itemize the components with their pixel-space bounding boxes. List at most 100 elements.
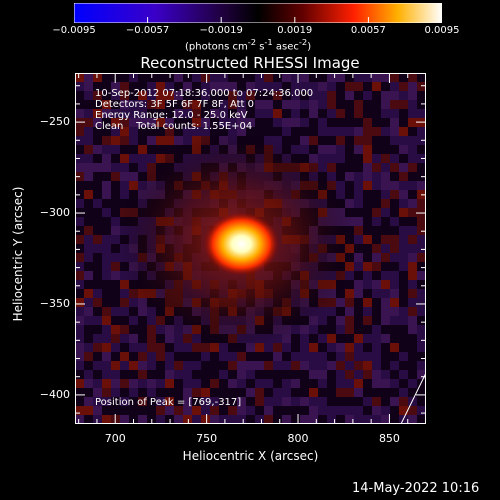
- heatmap-pixel: [381, 127, 390, 136]
- heatmap-pixel: [354, 82, 363, 91]
- heatmap-pixel: [354, 253, 363, 262]
- heatmap-pixel: [390, 316, 399, 325]
- time-range-annotation: 10-Sep-2012 07:18:36.000 to 07:24:36.000: [95, 88, 314, 99]
- heatmap-pixel: [399, 172, 408, 181]
- heatmap-pixel: [264, 100, 273, 109]
- heatmap-pixel: [129, 316, 138, 325]
- heatmap-pixel: [138, 397, 147, 406]
- heatmap-pixel: [174, 343, 183, 352]
- heatmap-pixel: [138, 352, 147, 361]
- heatmap-pixel: [84, 163, 93, 172]
- method-counts-annotation: Clean Total counts: 1.55E+04: [95, 121, 253, 132]
- heatmap-pixel: [291, 379, 300, 388]
- heatmap-pixel: [408, 181, 417, 190]
- heatmap-pixel: [363, 145, 372, 154]
- heatmap-pixel: [84, 370, 93, 379]
- heatmap-pixel: [156, 379, 165, 388]
- heatmap-pixel: [147, 136, 156, 145]
- heatmap-pixel: [183, 82, 192, 91]
- heatmap-pixel: [75, 307, 84, 316]
- heatmap-pixel: [318, 154, 327, 163]
- heatmap-pixel: [102, 343, 111, 352]
- heatmap-pixel: [75, 235, 84, 244]
- plot-frame: [75, 73, 426, 424]
- heatmap-pixel: [354, 406, 363, 415]
- heatmap-pixel: [174, 406, 183, 415]
- heatmap-pixel: [390, 271, 399, 280]
- heatmap-pixel: [147, 91, 156, 100]
- heatmap-pixel: [390, 397, 399, 406]
- heatmap-pixel: [111, 82, 120, 91]
- heatmap-pixel: [129, 298, 138, 307]
- heatmap-pixel: [120, 91, 129, 100]
- heatmap-pixel: [120, 307, 129, 316]
- heatmap-pixel: [336, 370, 345, 379]
- heatmap-pixel: [201, 352, 210, 361]
- heatmap-pixel: [354, 136, 363, 145]
- heatmap-pixel: [138, 379, 147, 388]
- heatmap-pixel: [156, 82, 165, 91]
- heatmap-pixel: [408, 145, 417, 154]
- heatmap-pixel: [336, 388, 345, 397]
- heatmap-pixel: [417, 217, 426, 226]
- heatmap-pixel: [345, 406, 354, 415]
- heatmap-pixel: [336, 379, 345, 388]
- heatmap-pixel: [120, 325, 129, 334]
- heatmap-pixel: [354, 235, 363, 244]
- heatmap-pixel: [102, 352, 111, 361]
- heatmap-pixel: [84, 91, 93, 100]
- heatmap-pixel: [147, 325, 156, 334]
- heatmap-pixel: [75, 352, 84, 361]
- heatmap-pixel: [75, 199, 84, 208]
- heatmap-pixel: [381, 73, 390, 82]
- heatmap-pixel: [345, 91, 354, 100]
- heatmap-pixel: [138, 145, 147, 154]
- heatmap-pixel: [408, 280, 417, 289]
- heatmap-pixel: [201, 388, 210, 397]
- heatmap-pixel: [390, 298, 399, 307]
- heatmap-pixel: [228, 100, 237, 109]
- heatmap-pixel: [408, 91, 417, 100]
- y-tick-label: −400: [39, 387, 70, 401]
- heatmap-pixel: [372, 244, 381, 253]
- heatmap-pixel: [408, 235, 417, 244]
- heatmap-pixel: [120, 379, 129, 388]
- heatmap-pixel: [336, 352, 345, 361]
- heatmap-pixel: [75, 406, 84, 415]
- heatmap-pixel: [255, 388, 264, 397]
- heatmap-pixel: [372, 73, 381, 82]
- heatmap-pixel: [372, 217, 381, 226]
- heatmap-pixel: [255, 100, 264, 109]
- heatmap-pixel: [399, 136, 408, 145]
- heatmap-pixel: [372, 352, 381, 361]
- heatmap-pixel: [93, 109, 102, 118]
- heatmap-pixel: [417, 370, 426, 379]
- heatmap-pixel: [75, 325, 84, 334]
- heatmap-pixel: [318, 361, 327, 370]
- heatmap-pixel: [363, 73, 372, 82]
- heatmap-pixel: [255, 397, 264, 406]
- heatmap-pixel: [390, 163, 399, 172]
- heatmap-pixel: [363, 280, 372, 289]
- heatmap-pixel: [399, 262, 408, 271]
- heatmap-pixel: [309, 370, 318, 379]
- heatmap-pixel: [372, 343, 381, 352]
- heatmap-pixel: [417, 244, 426, 253]
- heatmap-pixel: [363, 235, 372, 244]
- heatmap-pixel: [408, 406, 417, 415]
- heatmap-pixel: [399, 127, 408, 136]
- heatmap-pixel: [372, 82, 381, 91]
- heatmap-pixel: [345, 352, 354, 361]
- heatmap-pixel: [246, 370, 255, 379]
- heatmap-pixel: [84, 244, 93, 253]
- heatmap-pixel: [345, 82, 354, 91]
- heatmap-pixel: [120, 352, 129, 361]
- heatmap-pixel: [75, 361, 84, 370]
- heatmap-pixel: [354, 190, 363, 199]
- heatmap-pixel: [309, 343, 318, 352]
- heatmap-pixel: [219, 100, 228, 109]
- heatmap-pixel: [372, 253, 381, 262]
- heatmap-pixel: [120, 361, 129, 370]
- heatmap-pixel: [408, 199, 417, 208]
- heatmap-pixel: [363, 370, 372, 379]
